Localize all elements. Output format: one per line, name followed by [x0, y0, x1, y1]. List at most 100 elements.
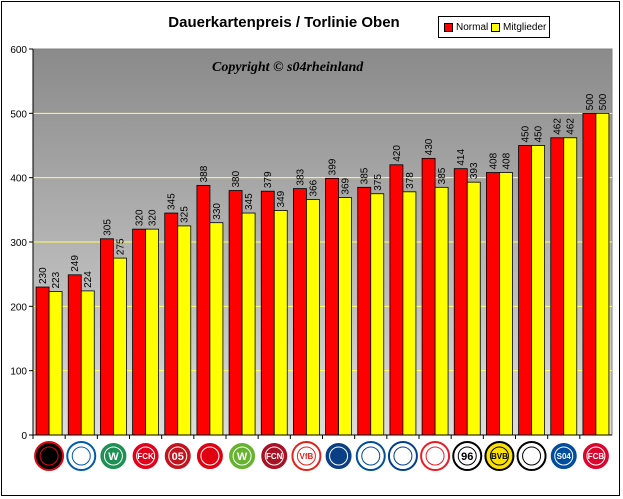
hertha-crest-icon-ring [71, 446, 91, 466]
data-label: 345 [244, 193, 255, 210]
data-label: 305 [102, 219, 113, 236]
bar-normal [389, 164, 404, 436]
wolfsburg-crest-icon-shape [227, 441, 258, 471]
wolfsburg-crest-icon-ring [232, 446, 252, 466]
schalke-crest-icon-ring [554, 446, 574, 466]
y-tick-label: 200 [10, 302, 27, 313]
data-label: 380 [231, 170, 242, 187]
wolfsburg-crest-icon: W [227, 441, 258, 471]
nuernberg-crest-icon-shape [259, 441, 290, 471]
hannover-crest-icon-shape [452, 441, 483, 471]
bar-mitglieder [338, 197, 352, 436]
hannover-crest-icon: 96 [452, 441, 483, 471]
fck-crest-icon: FCK [130, 441, 161, 471]
schalke-crest-icon-letters: S04 [557, 452, 572, 461]
schalke-crest-icon: S04 [548, 441, 579, 471]
y-tick-label: 600 [10, 45, 27, 56]
y-tick-label: 500 [10, 109, 27, 120]
legend-swatch-mitglieder [491, 22, 500, 32]
gladbach-crest-icon-shape [516, 441, 547, 471]
data-label: 275 [115, 238, 126, 255]
data-label: 393 [469, 162, 480, 179]
data-label: 369 [341, 177, 352, 194]
data-label: 320 [135, 209, 146, 226]
bielefeld-crest-icon-ring [361, 446, 381, 466]
hannover-crest-icon-letters: 96 [461, 451, 473, 463]
hsv-crest-icon [323, 441, 354, 471]
bar-normal [486, 172, 500, 436]
bielefeld-crest-icon-shape [355, 441, 386, 471]
dortmund-crest-icon-shape [484, 441, 515, 471]
werder-crest-icon-letters: W [108, 451, 119, 463]
bar-mitglieder [306, 199, 320, 436]
bar-normal [550, 137, 565, 436]
fck-crest-icon-ring [136, 446, 156, 466]
dortmund-crest-icon-letters: BVB [491, 452, 508, 461]
werder-crest-icon-shape [98, 441, 129, 471]
bar-mitglieder [531, 145, 545, 436]
data-label: 379 [263, 171, 274, 188]
wolfsburg-crest-icon-letters: W [237, 451, 248, 463]
data-label: 420 [392, 145, 403, 162]
y-tick-label: 400 [10, 174, 27, 185]
data-label: 385 [437, 167, 448, 184]
mainz-crest-icon-ring [168, 446, 188, 466]
koeln-crest-icon-ring [425, 446, 445, 466]
gladbach-crest-icon [516, 441, 547, 471]
legend-label-normal: Normal [456, 21, 489, 33]
data-label: 223 [51, 271, 62, 288]
data-label: 462 [553, 118, 564, 135]
dortmund-crest-icon: BVB [484, 441, 515, 471]
bar-mitglieder [563, 137, 578, 436]
bar-mitglieder [80, 290, 95, 436]
stuttgart-crest-icon: VfB [291, 441, 322, 471]
bar-normal [325, 177, 339, 436]
bar-mitglieder [595, 112, 610, 436]
bar-mitglieder [434, 186, 449, 436]
data-label: 408 [488, 152, 499, 169]
nuernberg-crest-icon-letters: FCN [266, 452, 283, 461]
data-label: 378 [405, 172, 416, 189]
bar-mitglieder [402, 191, 417, 436]
data-label: 320 [148, 209, 159, 226]
fck-crest-icon-letters: FCK [137, 452, 154, 461]
bar-normal [132, 228, 146, 436]
nuernberg-crest-icon-ring [264, 446, 284, 466]
copyright-annotation: Copyright © s04rheinland [212, 60, 364, 75]
data-label: 349 [276, 190, 287, 207]
hertha-crest-icon-shape [66, 441, 97, 471]
y-tick-label: 100 [10, 367, 27, 378]
bar-normal [453, 168, 468, 436]
rostock-crest-icon [387, 441, 418, 471]
stuttgart-crest-icon-ring [296, 446, 316, 466]
bar-normal [67, 274, 82, 436]
hsv-crest-icon-shape [323, 441, 354, 471]
data-label: 345 [167, 193, 178, 210]
leverkusen-crest-icon [34, 441, 65, 471]
nuernberg-crest-icon: FCN [259, 441, 290, 471]
bar-normal [228, 190, 243, 436]
werder-crest-icon: W [98, 441, 129, 471]
data-label: 375 [373, 174, 384, 191]
bar-mitglieder [209, 222, 224, 436]
bar-normal [518, 145, 532, 436]
legend-item-mitglieder: Mitglieder [491, 21, 546, 33]
bayern-crest-icon: FCB [580, 441, 611, 471]
bar-normal [357, 186, 372, 436]
bar-normal [293, 188, 307, 436]
data-label: 399 [328, 158, 339, 175]
leverkusen-crest-icon-shape [34, 441, 65, 471]
bar-mitglieder [177, 225, 192, 436]
stuttgart-crest-icon-shape [291, 441, 322, 471]
rostock-crest-icon-ring [393, 446, 413, 466]
bar-normal [421, 157, 436, 436]
dortmund-crest-icon-ring [489, 446, 509, 466]
data-label: 450 [521, 125, 532, 142]
data-label: 388 [199, 165, 210, 182]
bar-mitglieder [499, 172, 513, 436]
data-label: 430 [424, 138, 435, 155]
chart-title: Dauerkartenpreis / Torlinie Oben [168, 14, 400, 31]
data-label: 383 [295, 168, 306, 185]
gladbach-crest-icon-ring [522, 446, 542, 466]
data-label: 408 [501, 152, 512, 169]
